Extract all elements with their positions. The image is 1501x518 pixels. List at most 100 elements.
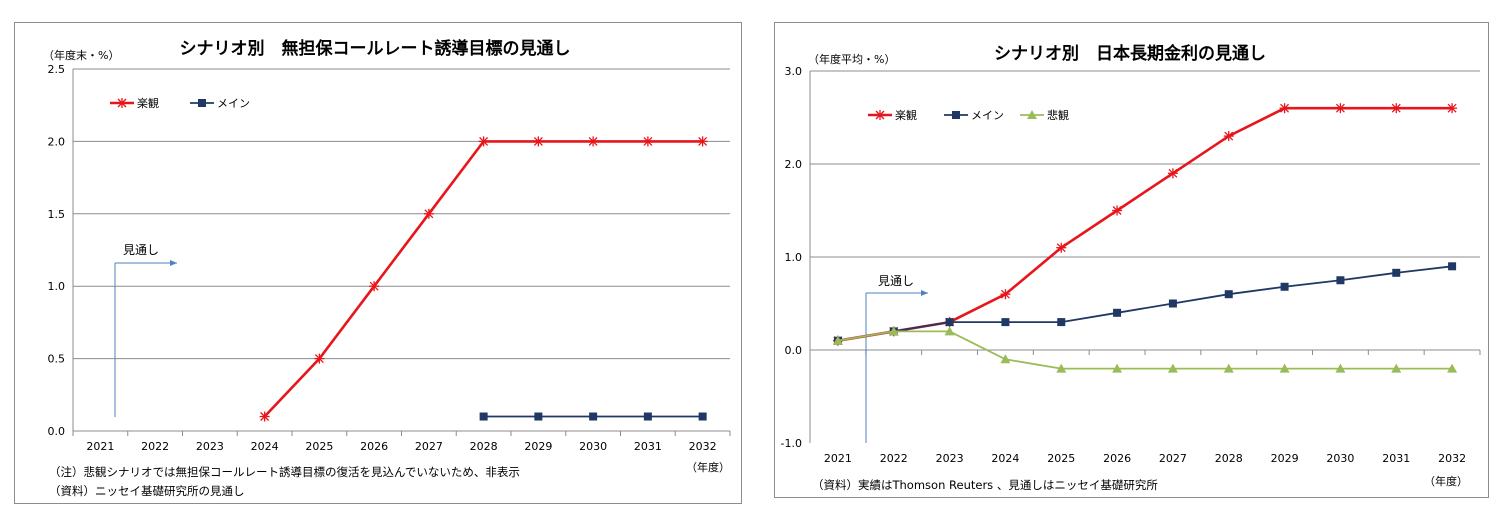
x-tick-label: 2025 (1047, 452, 1075, 465)
data-point-series-2 (1167, 363, 1178, 373)
y-tick-label: 3.0 (785, 65, 803, 78)
series-line-1 (837, 265, 1453, 342)
x-tick-label: 2031 (634, 440, 662, 453)
chart-long-term-rate: -1.0 0.0 1.0 2.0 3.0 2021 2022 2023 2024 2025 2026… (781, 43, 1481, 492)
y-tick-label: 2.5 (48, 63, 66, 76)
data-point-series-0 (1391, 103, 1402, 114)
data-point-series-1 (1057, 318, 1066, 327)
data-point-series-2 (1391, 363, 1402, 373)
source-note: （資料）ニッセイ基礎研究所の見通し (49, 484, 245, 498)
x-tick-label: 2022 (141, 440, 169, 453)
x-tick-label: 2026 (360, 440, 388, 453)
legend-marker-1 (952, 111, 960, 119)
x-tick-label: 2032 (689, 440, 717, 453)
x-tick-label: 2030 (579, 440, 607, 453)
chart-panel-long-term-rate: -1.0 0.0 1.0 2.0 3.0 2021 2022 2023 2024 2025 2026… (774, 22, 1489, 498)
data-point-series-1 (534, 412, 543, 421)
data-point-series-0 (1167, 168, 1178, 179)
data-point-series-0 (642, 136, 653, 147)
x-tick-label: 2022 (880, 452, 908, 465)
data-point-series-2 (1335, 363, 1346, 373)
data-point-series-0 (1223, 131, 1234, 142)
y-axis-unit-label: （年度平均・%） (808, 52, 895, 66)
source-note: （注）悲観シナリオでは無担保コールレート誘導目標の復活を見込んでいないため、非表… (49, 465, 520, 479)
x-tick-label: 2028 (1215, 452, 1243, 465)
series-line-0 (837, 106, 1453, 342)
legend-label-1: メイン (217, 97, 250, 110)
x-tick-label: 2027 (415, 440, 443, 453)
data-point-series-2 (1112, 363, 1123, 373)
data-point-series-2 (832, 335, 843, 345)
data-point-series-2 (944, 326, 955, 336)
forecast-label: 見通し (878, 274, 914, 288)
data-point-series-0 (1112, 205, 1123, 216)
data-point-series-0 (259, 411, 270, 422)
source-note: （資料）実績はThomson Reuters 、見通しはニッセイ基礎研究所 (812, 478, 1158, 492)
x-tick-label: 2029 (524, 440, 552, 453)
data-point-series-2 (1000, 354, 1011, 364)
y-tick-label: 1.0 (785, 251, 803, 264)
data-point-series-0 (314, 353, 325, 364)
data-point-series-2 (1447, 363, 1458, 373)
data-point-series-1 (1336, 276, 1345, 285)
legend-marker-0 (117, 98, 127, 108)
x-tick-label: 2028 (470, 440, 498, 453)
forecast-label: 見通し (123, 243, 159, 257)
data-point-series-1 (1280, 282, 1289, 291)
x-tick-label: 2025 (305, 440, 333, 453)
legend-label-2: 悲観 (1047, 108, 1069, 122)
x-axis-unit-label: （年度） (686, 460, 730, 474)
y-tick-label: 0.0 (785, 344, 803, 357)
x-tick-label: 2024 (251, 440, 279, 453)
y-tick-label: 2.0 (48, 135, 66, 148)
data-point-series-1 (1168, 299, 1177, 308)
y-tick-label: -1.0 (781, 437, 802, 450)
y-tick-label: 2.0 (785, 158, 803, 171)
chart-panel-policy-rate: 0.0 0.5 1.0 1.5 2.0 2.5 2021 2022 2023 2024 2025 20… (14, 22, 742, 504)
series-line-2 (837, 330, 1453, 370)
x-tick-label: 2021 (824, 452, 852, 465)
x-tick-label: 2031 (1382, 452, 1410, 465)
x-tick-label: 2030 (1326, 452, 1354, 465)
chart-title: シナリオ別 無担保コールレート誘導目標の見通し (180, 38, 571, 59)
data-point-series-1 (1001, 318, 1010, 327)
data-point-series-1 (1392, 268, 1401, 277)
x-tick-label: 2027 (1159, 452, 1187, 465)
x-tick-label: 2023 (196, 440, 224, 453)
data-point-series-0 (423, 208, 434, 219)
y-tick-label: 1.0 (48, 280, 66, 293)
x-tick-label: 2029 (1271, 452, 1299, 465)
data-point-series-0 (1447, 103, 1458, 114)
forecast-arrow-head (170, 260, 177, 266)
x-tick-label: 2032 (1438, 452, 1466, 465)
data-point-series-2 (1056, 363, 1067, 373)
y-tick-label: 1.5 (48, 208, 66, 221)
data-point-series-0 (1279, 103, 1290, 114)
chart-policy-rate: 0.0 0.5 1.0 1.5 2.0 2.5 2021 2022 2023 2024 2025 20… (43, 38, 731, 498)
data-point-series-0 (1056, 242, 1067, 253)
x-axis-unit-label: （年度） (1424, 474, 1468, 488)
data-point-series-1 (643, 412, 652, 421)
data-point-series-0 (478, 136, 489, 147)
x-tick-label: 2026 (1103, 452, 1131, 465)
data-point-series-0 (369, 281, 380, 292)
legend-label-0: 楽観 (895, 108, 917, 122)
legend-label-0: 楽観 (137, 96, 159, 110)
data-point-series-0 (533, 136, 544, 147)
legend-label-1: メイン (971, 109, 1004, 122)
legend-marker-0 (875, 110, 885, 120)
data-point-series-2 (1279, 363, 1290, 373)
data-point-series-0 (1000, 289, 1011, 300)
y-tick-label: 0.5 (48, 353, 66, 366)
x-tick-label: 2021 (86, 440, 114, 453)
data-point-series-1 (1224, 290, 1233, 299)
series-line-0 (263, 140, 703, 418)
data-point-series-1 (479, 412, 488, 421)
y-axis-unit-label: （年度末・%） (43, 48, 119, 62)
legend-marker-1 (198, 99, 206, 107)
data-point-series-2 (888, 326, 899, 336)
chart-title: シナリオ別 日本長期金利の見通し (994, 43, 1266, 64)
data-point-series-0 (697, 136, 708, 147)
data-point-series-1 (945, 318, 954, 327)
legend-marker-2 (1027, 110, 1037, 119)
